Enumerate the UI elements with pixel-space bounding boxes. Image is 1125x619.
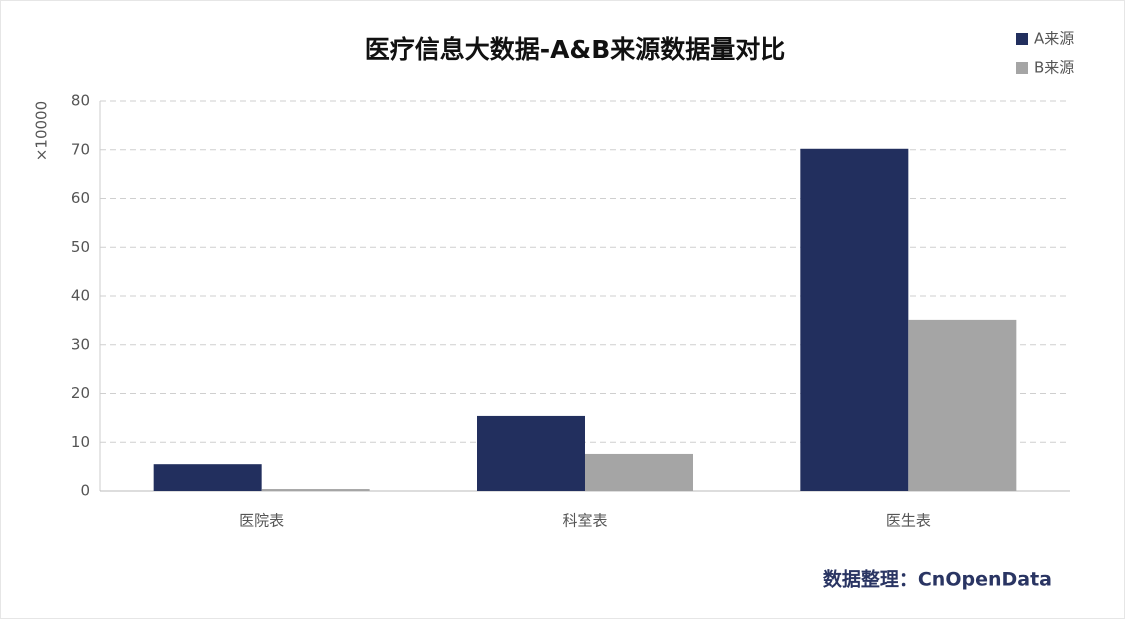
legend-swatch	[1016, 33, 1028, 45]
y-tick-label: 60	[71, 189, 90, 207]
y-tick-label: 80	[71, 92, 90, 110]
y-tick-label: 10	[71, 433, 90, 451]
legend-swatch	[1016, 62, 1028, 74]
legend-label: B来源	[1034, 59, 1074, 77]
bar	[585, 453, 693, 491]
y-axis-label: ×10000	[33, 101, 51, 161]
y-tick-label: 0	[80, 482, 90, 500]
y-tick-label: 40	[71, 287, 90, 305]
y-tick-label: 20	[71, 384, 90, 402]
y-tick-label: 70	[71, 140, 90, 158]
legend-label: A来源	[1034, 30, 1074, 48]
x-tick-label: 科室表	[562, 512, 607, 530]
x-tick-label: 医生表	[886, 512, 931, 530]
y-tick-label: 30	[71, 335, 90, 353]
bar	[800, 148, 909, 491]
bar	[908, 319, 1017, 491]
source-note: 数据整理：CnOpenData	[823, 568, 1052, 591]
x-tick-label: 医院表	[239, 512, 284, 530]
y-tick-label: 50	[71, 238, 90, 256]
bar	[153, 464, 262, 491]
chart-title: 医疗信息大数据-A&B来源数据量对比	[365, 35, 786, 64]
bar	[261, 489, 370, 491]
bar	[477, 415, 585, 491]
